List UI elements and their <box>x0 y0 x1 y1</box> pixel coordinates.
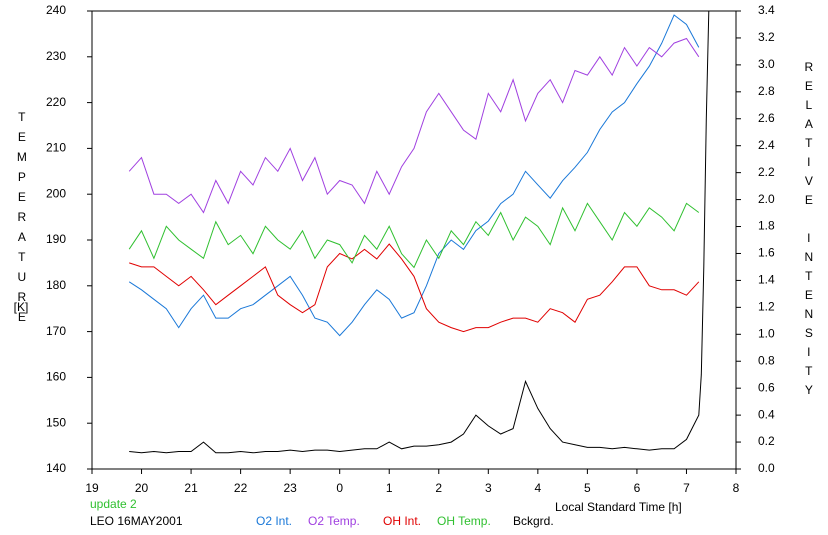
y2-tick-label: 2.0 <box>758 192 775 206</box>
y2-tick-label: 2.8 <box>758 84 775 98</box>
y2-tick-label: 1.6 <box>758 246 775 260</box>
series-line <box>128 202 700 269</box>
y-tick-label: 200 <box>46 186 66 200</box>
annotation: LEO 16MAY2001 <box>90 514 183 528</box>
x-tick-label: 7 <box>683 481 690 495</box>
y2-tick-label: 1.0 <box>758 326 775 340</box>
legend-entry: Bckgrd. <box>513 514 554 528</box>
legend-entry: O2 Temp. <box>308 514 360 528</box>
x-tick-label: 19 <box>85 481 99 495</box>
legend-entry: OH Temp. <box>437 514 491 528</box>
x-tick-label: 5 <box>584 481 591 495</box>
x-tick-label: 2 <box>435 481 442 495</box>
y2-tick-label: 0.2 <box>758 434 775 448</box>
y-tick-label: 150 <box>46 415 66 429</box>
y2-tick-label: 3.0 <box>758 57 775 71</box>
x-tick-label: 1 <box>386 481 393 495</box>
x-tick-label: 6 <box>634 481 641 495</box>
y-axis-unit: [K] <box>14 300 29 314</box>
x-tick-label: 20 <box>135 481 149 495</box>
y-tick-label: 230 <box>46 49 66 63</box>
series-line <box>129 243 700 333</box>
y-tick-label: 220 <box>46 95 66 109</box>
x-tick-label: 4 <box>535 481 542 495</box>
y-tick-label: 160 <box>46 370 66 384</box>
y-tick-label: 170 <box>46 324 66 338</box>
y2-tick-label: 0.8 <box>758 353 775 367</box>
series-line <box>129 10 710 454</box>
series-line <box>128 14 700 337</box>
series-line <box>128 37 700 214</box>
x-tick-label: 8 <box>733 481 740 495</box>
y2-tick-label: 3.2 <box>758 30 775 44</box>
x-tick-label: 3 <box>485 481 492 495</box>
x-axis-label: Local Standard Time [h] <box>555 500 682 514</box>
annotation: update 2 <box>90 497 137 511</box>
y2-tick-label: 0.6 <box>758 380 775 394</box>
x-tick-label: 23 <box>283 481 297 495</box>
y2-tick-label: 2.2 <box>758 165 775 179</box>
y2-tick-label: 2.4 <box>758 138 775 152</box>
y-tick-label: 140 <box>46 461 66 475</box>
y2-tick-label: 1.4 <box>758 273 775 287</box>
y-tick-label: 210 <box>46 141 66 155</box>
x-tick-label: 22 <box>234 481 248 495</box>
legend-entry: O2 Int. <box>256 514 292 528</box>
y2-tick-label: 1.2 <box>758 300 775 314</box>
y-axis-label: TEMPERATURE <box>15 110 29 330</box>
y2-tick-label: 2.6 <box>758 111 775 125</box>
y2-axis-label: RELATIVE INTENSITY <box>802 60 816 402</box>
legend-entry: OH Int. <box>383 514 421 528</box>
y-tick-label: 240 <box>46 3 66 17</box>
y2-tick-label: 1.8 <box>758 219 775 233</box>
y2-tick-label: 0.4 <box>758 407 775 421</box>
x-tick-label: 21 <box>184 481 198 495</box>
y2-tick-label: 3.4 <box>758 3 775 17</box>
x-tick-label: 0 <box>336 481 343 495</box>
y2-tick-label: 0.0 <box>758 461 775 475</box>
y-tick-label: 190 <box>46 232 66 246</box>
y-tick-label: 180 <box>46 278 66 292</box>
